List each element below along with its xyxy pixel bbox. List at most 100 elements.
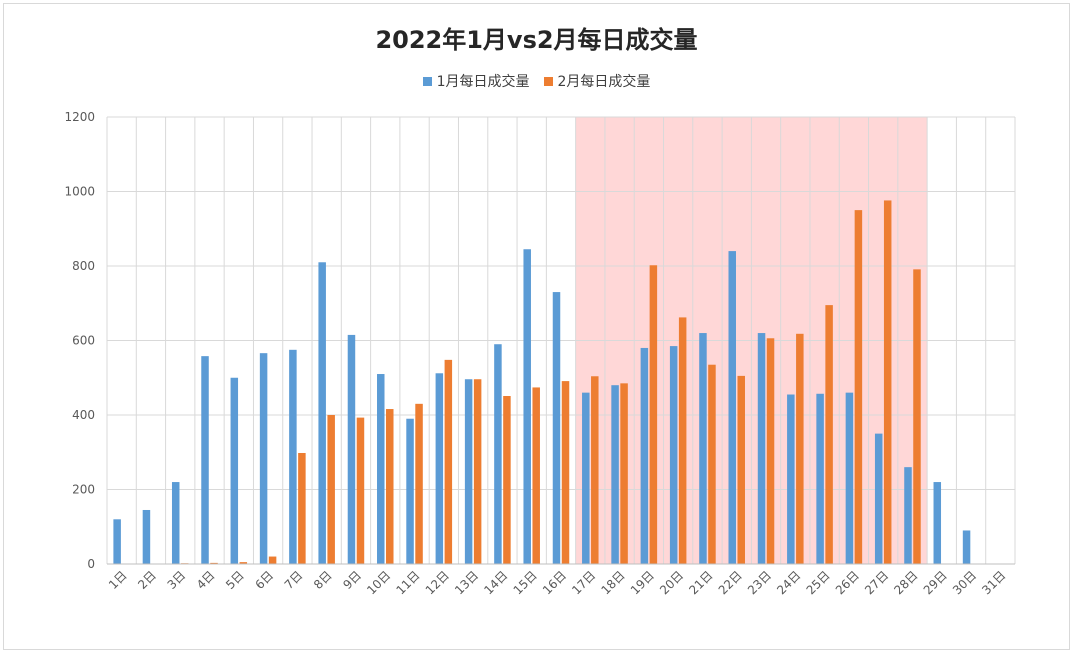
legend-label-series-2: 2月每日成交量 [557,74,651,90]
chart-title: 2022年1月vs2月每日成交量 [375,26,698,54]
x-tick-label: 15日 [511,568,540,597]
bar-series-2 [415,403,423,564]
bar-series-1 [552,292,561,564]
x-tick-label: 21日 [686,568,715,597]
y-tick-label: 1200 [64,110,95,124]
bar-series-2 [268,556,277,564]
legend: 1月每日成交量 2月每日成交量 [0,71,1073,91]
y-tick-label: 600 [72,334,95,348]
bar-series-2 [591,376,599,564]
bar-series-1 [757,333,766,564]
legend-item-series-2: 2月每日成交量 [543,71,651,91]
y-tick-label: 1000 [64,185,95,199]
x-tick-label: 13日 [452,568,481,597]
bar-series-1 [904,467,912,564]
x-tick-label: 27日 [862,568,891,597]
bar-series-2 [473,379,482,564]
x-tick-label: 18日 [599,568,628,597]
bar-series-1 [171,482,180,564]
x-tick-label: 4日 [194,568,218,592]
bar-series-2 [561,381,570,564]
x-tick-label: 3日 [165,568,189,592]
x-tick-label: 2日 [135,568,159,592]
bar-series-1 [494,344,502,564]
x-tick-label: 29日 [921,568,950,597]
x-tick-label: 30日 [950,568,979,597]
bar-series-2 [708,364,716,564]
bar-layer [113,200,971,565]
x-tick-label: 26日 [833,568,862,597]
bar-series-2 [737,375,745,564]
bar-series-1 [787,394,795,564]
bar-series-2 [796,333,804,564]
x-tick-label: 22日 [716,568,745,597]
x-tick-label: 14日 [481,568,510,597]
bar-series-2 [298,452,306,564]
bar-series-2 [210,562,218,564]
bar-series-2 [913,269,921,564]
bar-series-2 [649,265,658,564]
bar-series-2 [386,409,394,564]
x-tick-label: 5日 [223,568,247,592]
bar-series-2 [678,317,687,564]
legend-item-series-1: 1月每日成交量 [422,71,530,91]
bar-series-2 [327,415,335,564]
bar-series-2 [620,383,628,564]
x-tick-label: 17日 [569,568,598,597]
bar-series-1 [201,356,209,564]
bar-series-2 [503,396,511,564]
legend-swatch-series-1 [422,76,432,86]
bar-series-1 [845,392,854,564]
x-tick-label: 31日 [979,568,1008,597]
bar-series-2 [532,387,540,564]
bar-series-1 [962,530,971,564]
bar-series-1 [728,251,736,564]
bar-series-2 [766,338,775,564]
x-tick-label: 11日 [393,568,422,597]
bar-series-1 [933,482,942,564]
x-tick-label: 6日 [252,568,276,592]
x-tick-label: 10日 [364,568,393,597]
bar-series-1 [289,349,297,564]
y-tick-label: 0 [87,557,95,571]
bar-series-1 [816,393,824,564]
bar-series-1 [259,353,268,564]
x-tick-label: 1日 [106,568,130,592]
x-tick-label: 16日 [540,568,569,597]
bar-series-1 [377,374,385,564]
bar-series-2 [356,417,365,564]
bar-series-1 [435,373,444,564]
y-tick-label: 400 [72,408,95,422]
legend-label-series-1: 1月每日成交量 [436,74,530,90]
x-tick-label: 24日 [774,568,803,597]
x-tick-label: 23日 [745,568,774,597]
grid-layer [106,116,1016,565]
bar-series-1 [347,334,356,564]
bar-series-2 [444,359,453,564]
bar-series-1 [142,509,151,564]
bar-series-1 [523,249,531,565]
bar-series-2 [825,305,833,564]
bar-series-1 [406,418,414,564]
legend-swatch-series-2 [543,76,553,86]
x-tick-label: 9日 [340,568,364,592]
bar-series-1 [113,519,121,564]
x-tick-label: 8日 [311,568,335,592]
bar-series-1 [611,385,619,564]
bar-series-1 [874,433,883,564]
x-tick-label: 12日 [423,568,452,597]
x-tick-label: 7日 [282,568,306,592]
bar-series-1 [640,347,649,564]
bar-series-1 [582,392,590,564]
bar-series-1 [669,346,678,564]
y-tick-label: 800 [72,259,95,273]
bar-series-2 [854,210,863,564]
y-tick-label: 200 [72,483,95,497]
bar-series-1 [699,333,707,564]
x-tick-label: 28日 [891,568,920,597]
bar-series-1 [464,379,473,564]
bar-series-2 [883,200,892,564]
x-tick-label: 25日 [804,568,833,597]
bar-series-1 [230,377,239,564]
